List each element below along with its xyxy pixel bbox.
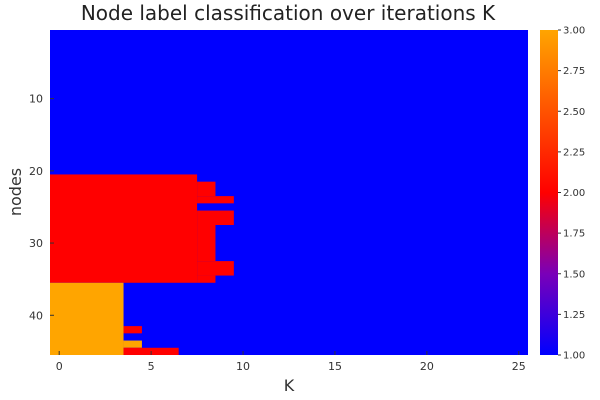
colorbar-tick-label: 2.50 xyxy=(563,107,585,118)
heatmap-cell-block xyxy=(123,340,142,348)
heatmap-cell-block xyxy=(197,261,234,276)
x-axis-label: K xyxy=(284,376,295,395)
y-tick-label: 10 xyxy=(29,93,43,106)
colorbar-ticks: 1.00 1.25 1.50 1.75 2.00 2.25 2.50 2.75 3.00 xyxy=(558,26,585,362)
x-tick-label: 5 xyxy=(148,360,155,373)
colorbar-tick-label: 2.25 xyxy=(563,147,585,158)
x-tick-label: 25 xyxy=(512,360,526,373)
heatmap-cell-block xyxy=(50,174,198,283)
y-tick-label: 20 xyxy=(29,165,43,178)
heatmap-cell-block xyxy=(197,275,216,283)
colorbar-tick-label: 1.25 xyxy=(563,310,585,321)
plot-area xyxy=(50,30,528,355)
colorbar-tick-label: 1.00 xyxy=(563,351,585,362)
y-axis-label: nodes xyxy=(6,168,25,216)
y-tick-label: 40 xyxy=(29,309,43,322)
heatmap-cells xyxy=(50,174,234,355)
heatmap-cell-block xyxy=(197,196,234,204)
x-tick-label: 10 xyxy=(236,360,250,373)
x-tick-label: 20 xyxy=(420,360,434,373)
colorbar-tick-label: 1.75 xyxy=(563,229,585,240)
heatmap-cell-block xyxy=(50,282,124,355)
heatmap-cell-block xyxy=(197,225,216,262)
x-axis-ticks: 0 5 10 15 20 25 xyxy=(56,351,526,373)
heatmap-cell-block xyxy=(123,326,142,334)
x-tick-label: 0 xyxy=(56,360,63,373)
chart-title: Node label classification over iteration… xyxy=(81,1,496,25)
colorbar xyxy=(540,30,558,355)
heatmap-cell-block xyxy=(197,181,216,197)
x-tick-label: 15 xyxy=(328,360,342,373)
y-tick-label: 30 xyxy=(29,237,43,250)
y-axis-ticks: 10 20 30 40 xyxy=(29,93,54,322)
colorbar-tick-label: 2.75 xyxy=(563,66,585,77)
colorbar-tick-label: 3.00 xyxy=(563,26,585,37)
heatmap-cell-block xyxy=(197,210,234,225)
colorbar-tick-label: 1.50 xyxy=(563,269,585,280)
colorbar-tick-label: 2.00 xyxy=(563,188,585,199)
